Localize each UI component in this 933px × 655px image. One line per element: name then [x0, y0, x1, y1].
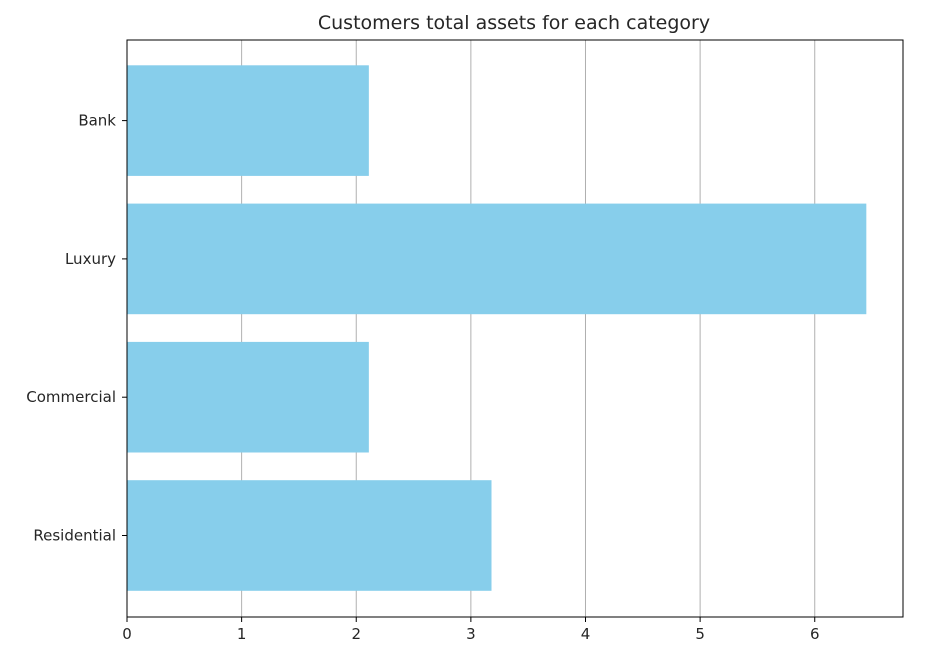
- bars-layer: [127, 65, 867, 591]
- x-tick-label: 2: [351, 625, 361, 643]
- bar-luxury: [127, 203, 867, 315]
- x-tick-label: 5: [695, 625, 705, 643]
- x-tick-label: 4: [581, 625, 591, 643]
- x-tick-label: 6: [810, 625, 820, 643]
- x-tick-label: 0: [122, 625, 132, 643]
- y-tick-label: Bank: [78, 112, 116, 130]
- x-axis: 0 1 2 3 4 5 6: [122, 617, 820, 643]
- bar-residential: [127, 480, 492, 591]
- bar-commercial: [127, 341, 369, 453]
- x-tick-label: 3: [466, 625, 476, 643]
- bar-bank: [127, 65, 369, 176]
- chart-title: Customers total assets for each category: [318, 12, 710, 34]
- y-tick-label: Luxury: [65, 250, 116, 268]
- x-tick-label: 1: [237, 625, 247, 643]
- plot-frame: [126, 39, 904, 618]
- y-tick-label: Commercial: [26, 388, 116, 406]
- y-tick-label: Residential: [33, 527, 116, 545]
- y-axis: Residential Commercial Luxury Bank: [26, 112, 127, 545]
